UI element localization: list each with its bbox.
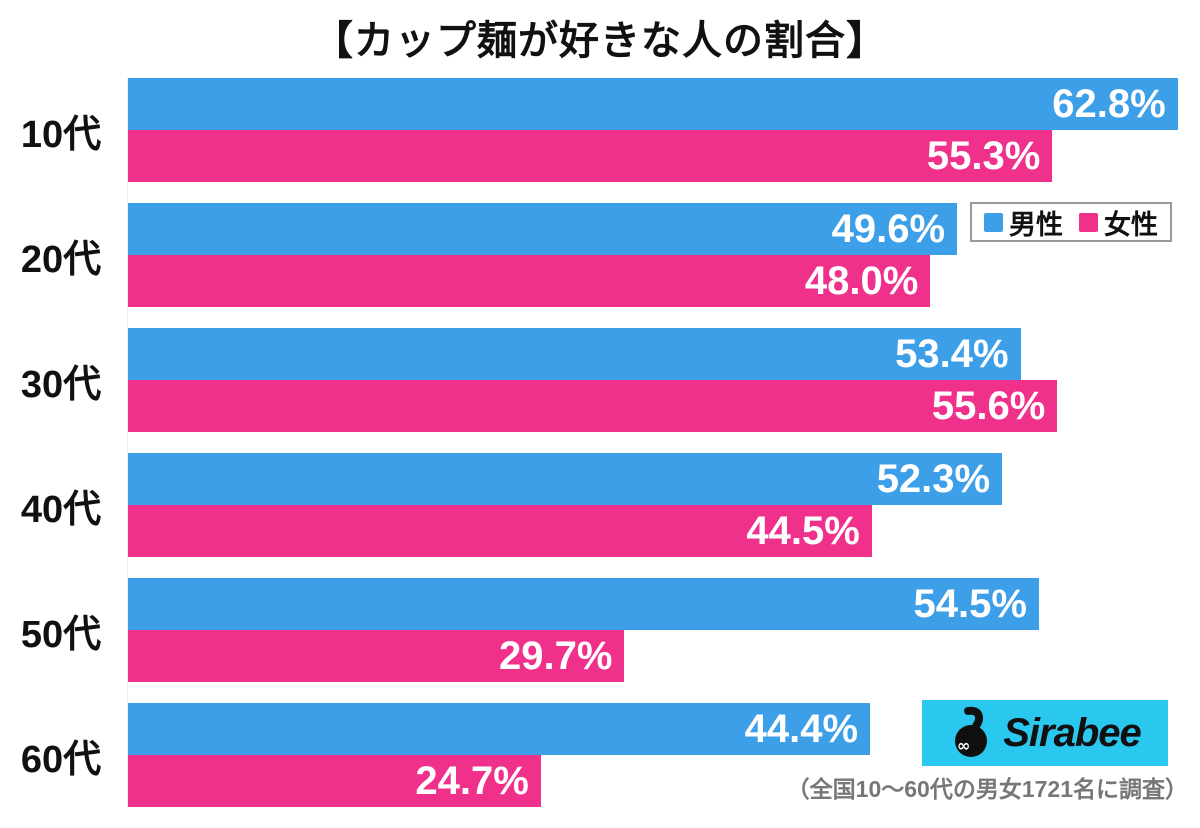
bar-value-label: 29.7% bbox=[498, 634, 613, 678]
bar-value-label: 55.6% bbox=[931, 384, 1046, 428]
bar-value-label: 49.6% bbox=[831, 207, 946, 251]
bar-value-label: 44.4% bbox=[744, 707, 859, 751]
legend-label-female: 女性 bbox=[1104, 209, 1158, 240]
sirabee-bee-icon: ∞ bbox=[949, 706, 995, 760]
bar-female: 48.0% bbox=[128, 255, 931, 307]
bar-male: 53.4% bbox=[128, 328, 1021, 380]
bar-group: 49.6% 48.0% bbox=[128, 203, 1186, 307]
bar-female: 24.7% bbox=[128, 755, 541, 807]
bar-value-label: 24.7% bbox=[415, 759, 529, 803]
bar-male: 52.3% bbox=[128, 453, 1003, 505]
legend-swatch-male-icon bbox=[984, 212, 1003, 232]
bar-female: 55.3% bbox=[128, 130, 1053, 182]
bar-female: 55.6% bbox=[128, 380, 1058, 432]
bar-value-label: 44.5% bbox=[746, 509, 860, 553]
bar-male: 44.4% bbox=[128, 703, 871, 755]
bar-value-label: 53.4% bbox=[895, 332, 1009, 376]
sirabee-logo-text: Sirabee bbox=[1003, 710, 1142, 755]
legend-label-male: 男性 bbox=[1009, 209, 1063, 240]
legend-item-female: 女性 bbox=[1079, 203, 1158, 242]
category-label: 20代 bbox=[20, 238, 102, 281]
bar-male: 54.5% bbox=[128, 578, 1039, 630]
sirabee-logo: ∞ Sirabee bbox=[922, 700, 1168, 766]
bar-group: 53.4% 55.6% bbox=[128, 328, 1186, 432]
legend: 男性 女性 bbox=[970, 202, 1172, 242]
category-labels: 10代 20代 30代 40代 50代 60代 bbox=[0, 78, 122, 828]
svg-text:∞: ∞ bbox=[957, 736, 970, 755]
category-label: 50代 bbox=[20, 613, 102, 656]
bar-male: 62.8% bbox=[128, 78, 1178, 130]
chart-title: 【カップ麺が好きな人の割合】 bbox=[313, 19, 887, 63]
legend-swatch-female-icon bbox=[1079, 212, 1098, 232]
bar-group: 62.8% 55.3% bbox=[128, 78, 1186, 182]
category-label: 40代 bbox=[20, 488, 102, 531]
bar-female: 29.7% bbox=[128, 630, 625, 682]
legend-item-male: 男性 bbox=[984, 203, 1063, 242]
bar-value-label: 52.3% bbox=[876, 457, 991, 501]
plot-area: 62.8% 55.3% 49.6% 48.0% 53.4% 55.6% 52.3% 44.5%… bbox=[127, 78, 1186, 807]
bar-group: 52.3% 44.5% bbox=[128, 453, 1186, 557]
bar-group: 54.5% 29.7% bbox=[128, 578, 1186, 682]
bar-female: 44.5% bbox=[128, 505, 872, 557]
survey-note: （全国10～60代の男女1721名に調査） bbox=[786, 776, 1188, 802]
category-label: 60代 bbox=[20, 738, 102, 781]
category-label: 30代 bbox=[20, 363, 102, 406]
bar-value-label: 54.5% bbox=[913, 582, 1027, 626]
bar-group: 44.4% 24.7% bbox=[128, 703, 1186, 807]
bar-male: 49.6% bbox=[128, 203, 958, 255]
category-label: 10代 bbox=[20, 113, 102, 156]
bar-value-label: 48.0% bbox=[804, 259, 919, 303]
bar-value-label: 62.8% bbox=[1052, 82, 1166, 126]
bar-value-label: 55.3% bbox=[926, 134, 1041, 178]
